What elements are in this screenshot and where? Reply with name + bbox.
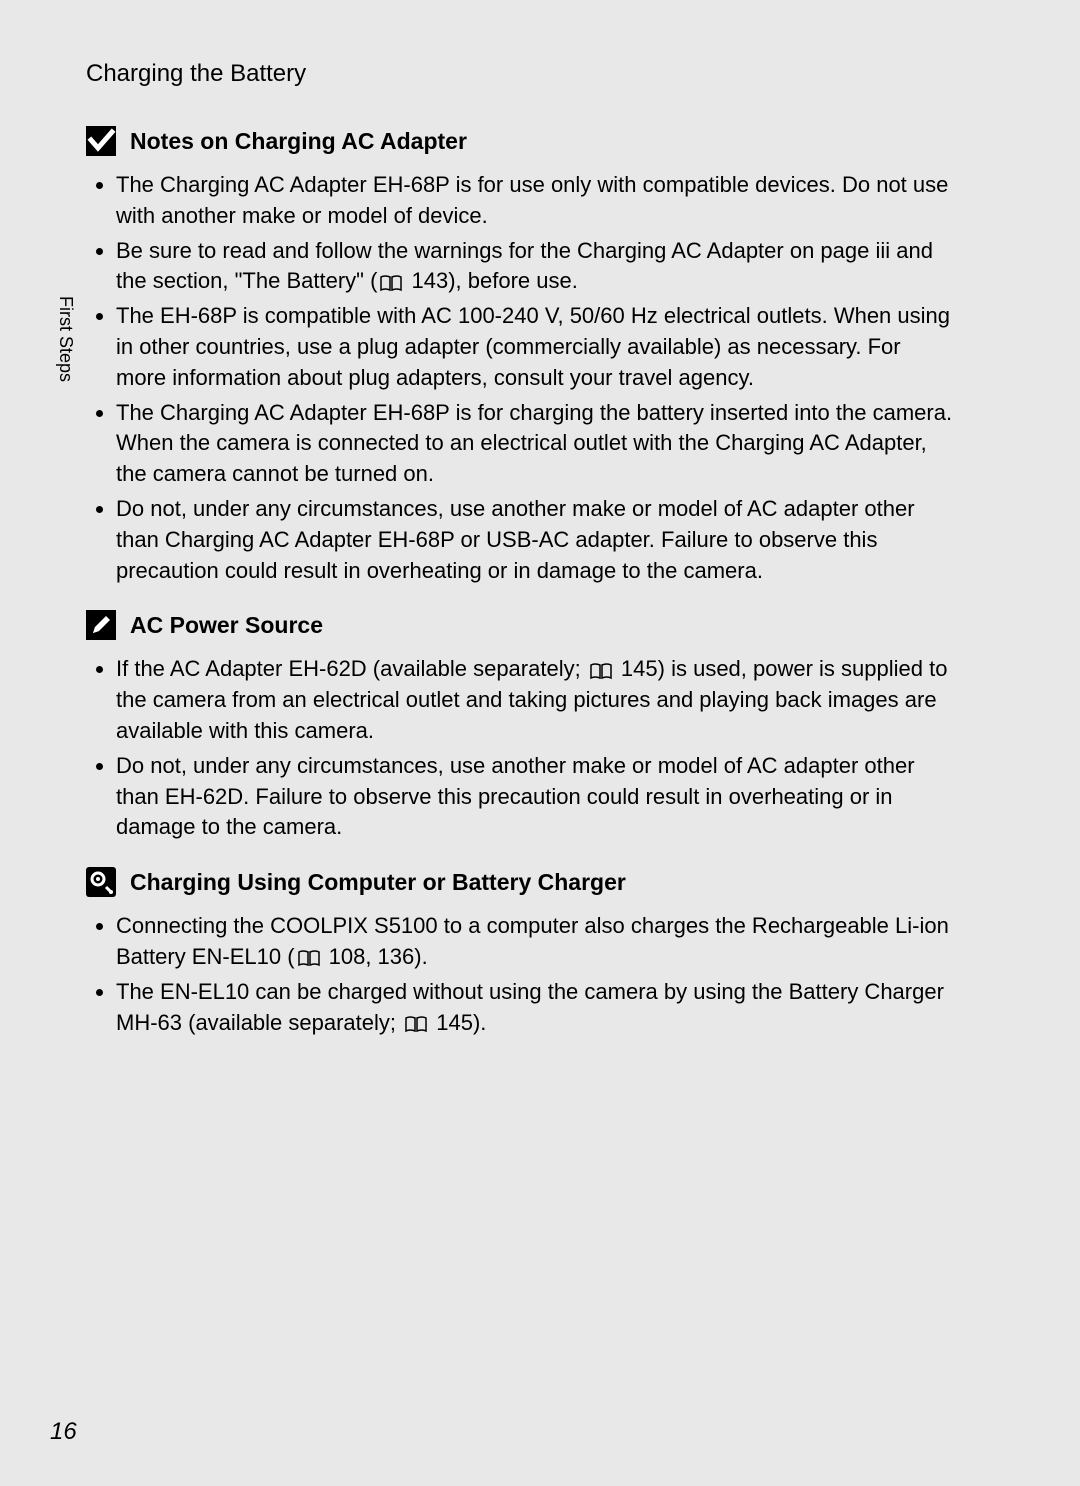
side-label: First Steps — [55, 296, 76, 382]
page-number: 16 — [50, 1418, 77, 1446]
list-item: If the AC Adapter EH-62D (available sepa… — [116, 654, 956, 746]
list-item: Be sure to read and follow the warnings … — [116, 236, 956, 298]
book-reference-icon — [404, 1015, 428, 1033]
bullet-list: If the AC Adapter EH-62D (available sepa… — [86, 654, 956, 843]
page-content: Charging the Battery Notes on Charging A… — [86, 60, 956, 1062]
list-item: The EN-EL10 can be charged without using… — [116, 977, 956, 1039]
list-item: Do not, under any circumstances, use ano… — [116, 751, 956, 843]
section-title: AC Power Source — [130, 612, 323, 639]
section-header: Notes on Charging AC Adapter — [86, 126, 956, 156]
section-header: Charging Using Computer or Battery Charg… — [86, 867, 956, 897]
section-header: AC Power Source — [86, 610, 956, 640]
book-reference-icon — [297, 949, 321, 967]
list-item: The Charging AC Adapter EH-68P is for ch… — [116, 398, 956, 490]
bullet-list: The Charging AC Adapter EH-68P is for us… — [86, 170, 956, 586]
section-title: Charging Using Computer or Battery Charg… — [130, 869, 626, 896]
section: Charging Using Computer or Battery Charg… — [86, 867, 956, 1038]
book-reference-icon — [379, 274, 403, 292]
page-title: Charging the Battery — [86, 60, 956, 88]
gear-icon — [86, 867, 116, 897]
list-item: The Charging AC Adapter EH-68P is for us… — [116, 170, 956, 232]
list-item: Connecting the COOLPIX S5100 to a comput… — [116, 911, 956, 973]
bullet-list: Connecting the COOLPIX S5100 to a comput… — [86, 911, 956, 1038]
section-title: Notes on Charging AC Adapter — [130, 128, 467, 155]
book-reference-icon — [589, 662, 613, 680]
section: AC Power Source If the AC Adapter EH-62D … — [86, 610, 956, 843]
section: Notes on Charging AC Adapter The Charging… — [86, 126, 956, 586]
pencil-icon — [86, 610, 116, 640]
list-item: The EH-68P is compatible with AC 100-240… — [116, 301, 956, 393]
list-item: Do not, under any circumstances, use ano… — [116, 494, 956, 586]
checkbox-icon — [86, 126, 116, 156]
